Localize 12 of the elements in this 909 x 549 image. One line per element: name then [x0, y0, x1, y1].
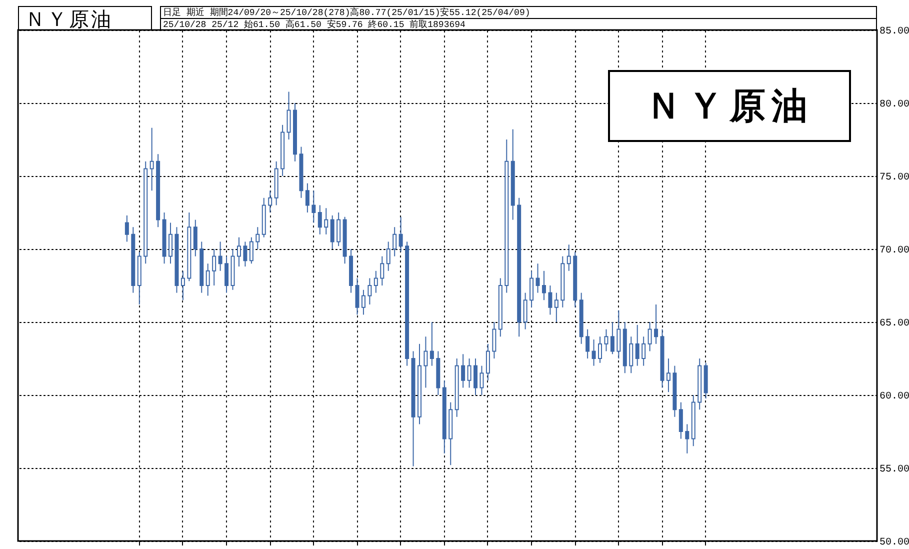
text: 25/10/28 25/12 始61.50 高61.50 安59.76 終60.15 前取1893694 — [160, 18, 877, 30]
y-tick-label: 65.00 — [880, 318, 909, 330]
y-tick-label: 70.00 — [880, 246, 909, 256]
y-tick-label: 75.00 — [880, 172, 909, 184]
text: 日足 期近 期間24/09/20～25/10/28(278)高80.77(25/01/15)安55.12(25/04/09) — [160, 6, 877, 18]
y-tick-label: 60.00 — [880, 392, 909, 402]
y-tick-label: 55.00 — [880, 464, 909, 476]
y-tick-label: 80.00 — [880, 100, 909, 110]
y-tick-label: 50.00 — [880, 538, 909, 548]
y-tick-label: 85.00 — [880, 26, 909, 38]
chart-title: ＮＹ原油 — [18, 6, 152, 31]
annotation: ＮＹ原油 — [608, 70, 851, 142]
